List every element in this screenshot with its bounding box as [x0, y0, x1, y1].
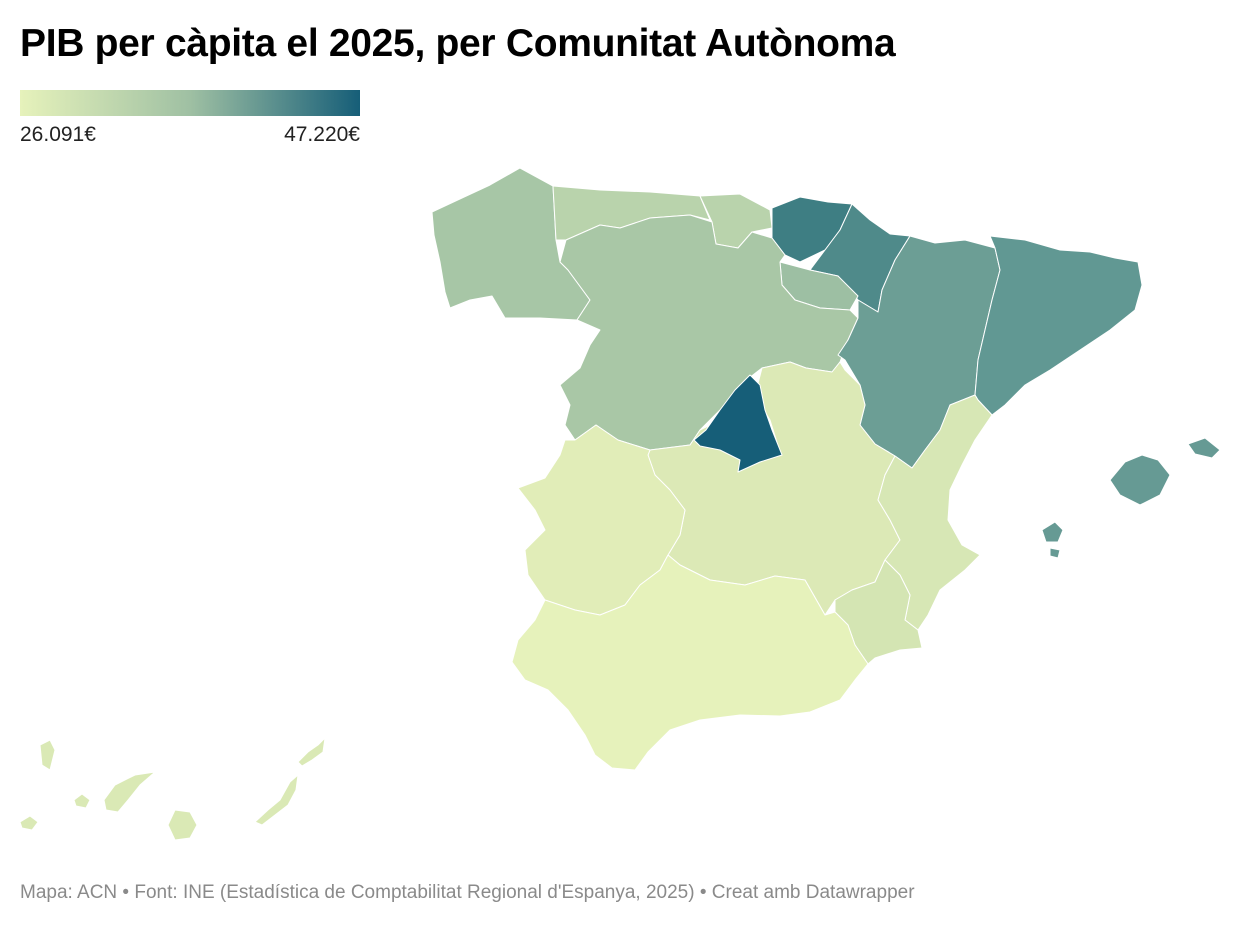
region-catalunya[interactable]	[974, 235, 1143, 416]
map-source-footer: Mapa: ACN • Font: INE (Estadística de Co…	[20, 882, 915, 903]
legend-min-label: 26.091€	[20, 123, 96, 146]
region-andalusia[interactable]	[511, 554, 869, 771]
map-title: PIB per càpita el 2025, per Comunitat Au…	[20, 22, 896, 65]
region-murcia[interactable]	[834, 559, 923, 665]
legend-gradient-bar	[20, 90, 360, 116]
legend-max-label: 47.220€	[284, 123, 360, 146]
spain-map	[19, 167, 1221, 841]
region-canaries[interactable]	[19, 737, 326, 841]
region-madrid[interactable]	[693, 374, 783, 473]
region-illes-balears[interactable]	[1041, 437, 1221, 559]
color-legend: 26.091€ 47.220€	[20, 90, 360, 147]
